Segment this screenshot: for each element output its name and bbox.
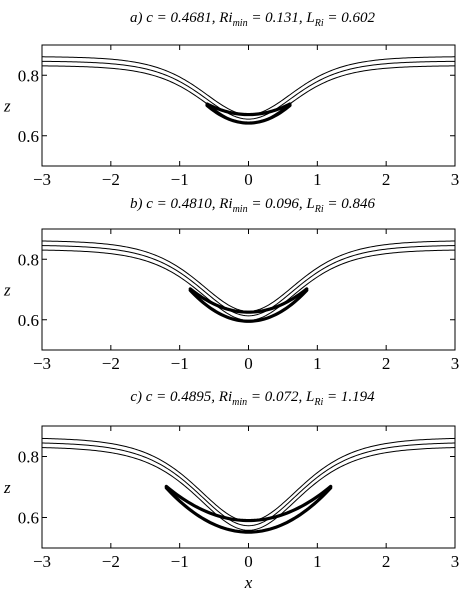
y-tick-label: 0.6 — [18, 509, 39, 528]
title-part: Ri — [314, 204, 324, 215]
x-tick-label: −3 — [33, 552, 51, 571]
x-tick-label: 1 — [313, 170, 322, 189]
streamline — [41, 249, 456, 321]
x-tick-label: 2 — [382, 170, 391, 189]
y-tick-label: 0.8 — [18, 250, 39, 269]
title-part: min — [233, 204, 248, 215]
panel-title: b) c = 0.4810, Rimin = 0.096, LRi = 0.84… — [130, 196, 376, 215]
x-tick-label: −2 — [102, 170, 120, 189]
title-part: = 0.846 — [324, 196, 376, 212]
low-ri-boundary — [205, 102, 292, 117]
x-tick-label: 2 — [382, 552, 391, 571]
streamline — [41, 442, 456, 527]
axes-frame — [41, 228, 456, 351]
x-tick-label: 3 — [451, 170, 460, 189]
x-tick-label: 1 — [313, 552, 322, 571]
x-tick-label: 0 — [244, 354, 253, 373]
low-ri-boundary — [188, 287, 309, 314]
title-part: = 0.131, L — [248, 10, 315, 26]
axes-frame — [41, 425, 456, 549]
x-tick-label: 3 — [451, 552, 460, 571]
x-tick-label: 0 — [244, 552, 253, 571]
panel-c: c) c = 0.4895, Rimin = 0.072, LRi = 1.19… — [3, 389, 459, 592]
y-axis-label: z — [3, 478, 11, 497]
streamline — [41, 56, 456, 116]
x-tick-label: −1 — [171, 170, 189, 189]
title-part: a) c = 0.4681, Ri — [130, 10, 233, 26]
streamline — [41, 437, 456, 522]
low-ri-boundary — [164, 484, 333, 523]
panel-title: c) c = 0.4895, Rimin = 0.072, LRi = 1.19… — [130, 389, 375, 408]
x-tick-label: −1 — [171, 552, 189, 571]
title-part: = 0.096, L — [248, 196, 315, 212]
streamline — [41, 60, 456, 120]
y-tick-label: 0.6 — [18, 311, 39, 330]
low-ri-boundary — [205, 103, 292, 125]
title-part: min — [232, 397, 247, 408]
title-part: min — [233, 18, 248, 29]
y-axis-label: z — [3, 97, 11, 116]
x-tick-label: 2 — [382, 354, 391, 373]
streamline — [41, 240, 456, 312]
x-tick-label: 3 — [451, 354, 460, 373]
x-tick-label: −2 — [102, 354, 120, 373]
x-axis-label: x — [244, 573, 253, 592]
x-tick-label: −2 — [102, 552, 120, 571]
title-part: Ri — [314, 18, 324, 29]
x-tick-label: 1 — [313, 354, 322, 373]
low-ri-boundary — [188, 288, 309, 323]
y-axis-label: z — [3, 281, 11, 300]
title-part: = 1.194 — [323, 389, 375, 405]
streamline — [41, 447, 456, 531]
panel-title: a) c = 0.4681, Rimin = 0.131, LRi = 0.60… — [130, 10, 376, 29]
low-ri-boundary — [164, 486, 333, 534]
title-part: = 0.072, L — [247, 389, 314, 405]
title-part: Ri — [313, 397, 323, 408]
panel-b: b) c = 0.4810, Rimin = 0.096, LRi = 0.84… — [3, 196, 459, 373]
x-tick-label: −1 — [171, 354, 189, 373]
title-part: b) c = 0.4810, Ri — [130, 196, 233, 212]
y-tick-label: 0.8 — [18, 66, 39, 85]
y-tick-label: 0.8 — [18, 448, 39, 467]
x-tick-label: 0 — [244, 170, 253, 189]
streamline — [41, 245, 456, 317]
title-part: c) c = 0.4895, Ri — [130, 389, 232, 405]
panel-a: a) c = 0.4681, Rimin = 0.131, LRi = 0.60… — [3, 10, 459, 189]
x-tick-label: −3 — [33, 354, 51, 373]
title-part: = 0.602 — [324, 10, 376, 26]
y-tick-label: 0.6 — [18, 127, 39, 146]
x-tick-label: −3 — [33, 170, 51, 189]
